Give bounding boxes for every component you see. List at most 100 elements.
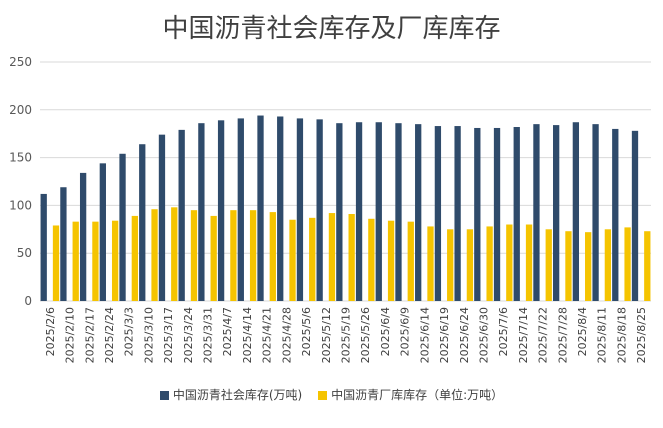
- bar-factory-inventory: [585, 232, 592, 301]
- bar-social-inventory: [553, 125, 560, 301]
- x-tick-label: 2025/4/28: [280, 307, 293, 363]
- legend-swatch-factory: [318, 391, 328, 400]
- bar-social-inventory: [355, 122, 363, 301]
- y-tick-label: 100: [9, 198, 32, 212]
- bar-social-inventory: [139, 144, 146, 301]
- x-tick-label: 2025/7/28: [556, 307, 569, 363]
- x-tick-label: 2025/6/9: [399, 307, 412, 356]
- x-tick-label: 2025/5/12: [320, 307, 333, 363]
- bar-factory-inventory: [249, 210, 257, 301]
- bar-factory-inventory: [131, 215, 138, 301]
- bar-social-inventory: [415, 124, 422, 301]
- bar-factory-inventory: [328, 213, 336, 301]
- legend-item-factory: 中国沥青厂库库存（单位:万吨）: [318, 386, 503, 403]
- x-tick-label: 2025/8/4: [576, 307, 589, 356]
- bar-social-inventory: [375, 122, 382, 301]
- bar-social-inventory: [257, 115, 264, 301]
- bar-social-inventory: [79, 172, 87, 301]
- bar-social-inventory: [316, 119, 323, 301]
- bar-factory-inventory: [427, 226, 434, 301]
- x-tick-label: 2025/3/10: [142, 307, 155, 363]
- x-tick-label: 2025/6/24: [458, 307, 471, 363]
- x-tick-label: 2025/3/3: [123, 307, 136, 356]
- x-tick-label: 2025/3/31: [202, 307, 215, 363]
- bar-factory-inventory: [545, 229, 552, 301]
- bar-factory-inventory: [644, 231, 651, 301]
- x-tick-label: 2025/8/18: [615, 307, 628, 363]
- bar-social-inventory: [217, 120, 225, 301]
- bar-social-inventory: [395, 123, 402, 302]
- bar-factory-inventory: [407, 221, 414, 301]
- x-tick-label: 2025/3/17: [162, 307, 175, 363]
- x-tick-label: 2025/4/14: [241, 307, 254, 363]
- x-tick-label: 2025/2/24: [103, 307, 116, 363]
- x-tick-label: 2025/8/11: [596, 307, 609, 363]
- x-tick-label: 2025/4/21: [261, 307, 274, 363]
- x-tick-label: 2025/5/26: [359, 307, 372, 363]
- bar-social-inventory: [119, 153, 126, 301]
- x-tick-label: 2025/7/6: [497, 307, 510, 356]
- bar-factory-inventory: [624, 227, 631, 301]
- bar-factory-inventory: [309, 217, 316, 301]
- bar-social-inventory: [513, 127, 520, 302]
- x-tick-label: 2025/5/19: [340, 307, 353, 363]
- x-tick-label: 2025/7/14: [517, 307, 530, 363]
- bar-social-inventory: [277, 116, 284, 301]
- y-tick-label: 50: [17, 246, 32, 260]
- y-tick-label: 200: [9, 103, 32, 117]
- bar-factory-inventory: [72, 221, 79, 301]
- bar-factory-inventory: [269, 212, 276, 301]
- bar-social-inventory: [493, 127, 501, 302]
- bar-social-inventory: [612, 128, 619, 301]
- x-tick-label: 2025/8/25: [635, 307, 648, 363]
- bar-factory-inventory: [230, 210, 237, 301]
- bar-social-inventory: [99, 163, 106, 301]
- y-tick-label: 0: [24, 294, 32, 308]
- bar-factory-inventory: [92, 221, 99, 301]
- legend-label-factory: 中国沥青厂库库存（单位:万吨）: [331, 388, 504, 402]
- bar-social-inventory: [533, 124, 540, 301]
- bar-social-inventory: [158, 134, 166, 301]
- bar-social-inventory: [178, 129, 185, 301]
- bar-factory-inventory: [368, 218, 375, 301]
- bar-social-inventory: [454, 126, 461, 301]
- bar-factory-inventory: [447, 229, 454, 301]
- x-tick-label: 2025/4/7: [221, 307, 234, 356]
- bar-social-inventory: [474, 127, 481, 302]
- bar-factory-inventory: [565, 231, 572, 301]
- bar-social-inventory: [572, 122, 580, 301]
- bar-factory-inventory: [289, 219, 296, 301]
- bar-factory-inventory: [190, 210, 198, 301]
- y-tick-label: 250: [9, 55, 32, 69]
- chart-title: 中国沥青社会库存及厂库库存: [162, 14, 501, 44]
- bar-factory-inventory: [348, 214, 355, 301]
- bar-social-inventory: [237, 118, 244, 302]
- x-tick-label: 2025/6/4: [379, 307, 392, 356]
- bar-factory-inventory: [387, 220, 395, 301]
- bar-factory-inventory: [466, 229, 474, 301]
- bar-social-inventory: [60, 187, 67, 301]
- bar-social-inventory: [631, 130, 639, 301]
- bar-factory-inventory: [506, 224, 513, 301]
- bar-factory-inventory: [486, 226, 493, 301]
- x-tick-label: 2025/5/6: [300, 307, 313, 356]
- chart-legend: 中国沥青社会库存(万吨) 中国沥青厂库库存（单位:万吨）: [0, 386, 663, 403]
- bar-social-inventory: [434, 126, 442, 301]
- y-tick-label: 150: [9, 151, 32, 165]
- x-tick-label: 2025/2/6: [44, 307, 57, 356]
- legend-item-social: 中国沥青社会库存(万吨): [159, 386, 302, 403]
- legend-swatch-social: [159, 391, 169, 400]
- bar-factory-inventory: [171, 207, 178, 301]
- x-tick-label: 2025/6/14: [418, 307, 431, 363]
- bar-social-inventory: [336, 123, 343, 302]
- bar-social-inventory: [40, 193, 47, 301]
- bar-factory-inventory: [52, 225, 60, 301]
- x-tick-label: 2025/2/10: [64, 307, 77, 363]
- x-tick-label: 2025/3/24: [182, 307, 195, 363]
- x-tick-label: 2025/7/22: [537, 307, 550, 363]
- bar-social-inventory: [198, 123, 205, 302]
- bar-social-inventory: [296, 118, 304, 302]
- x-tick-label: 2025/6/19: [438, 307, 451, 363]
